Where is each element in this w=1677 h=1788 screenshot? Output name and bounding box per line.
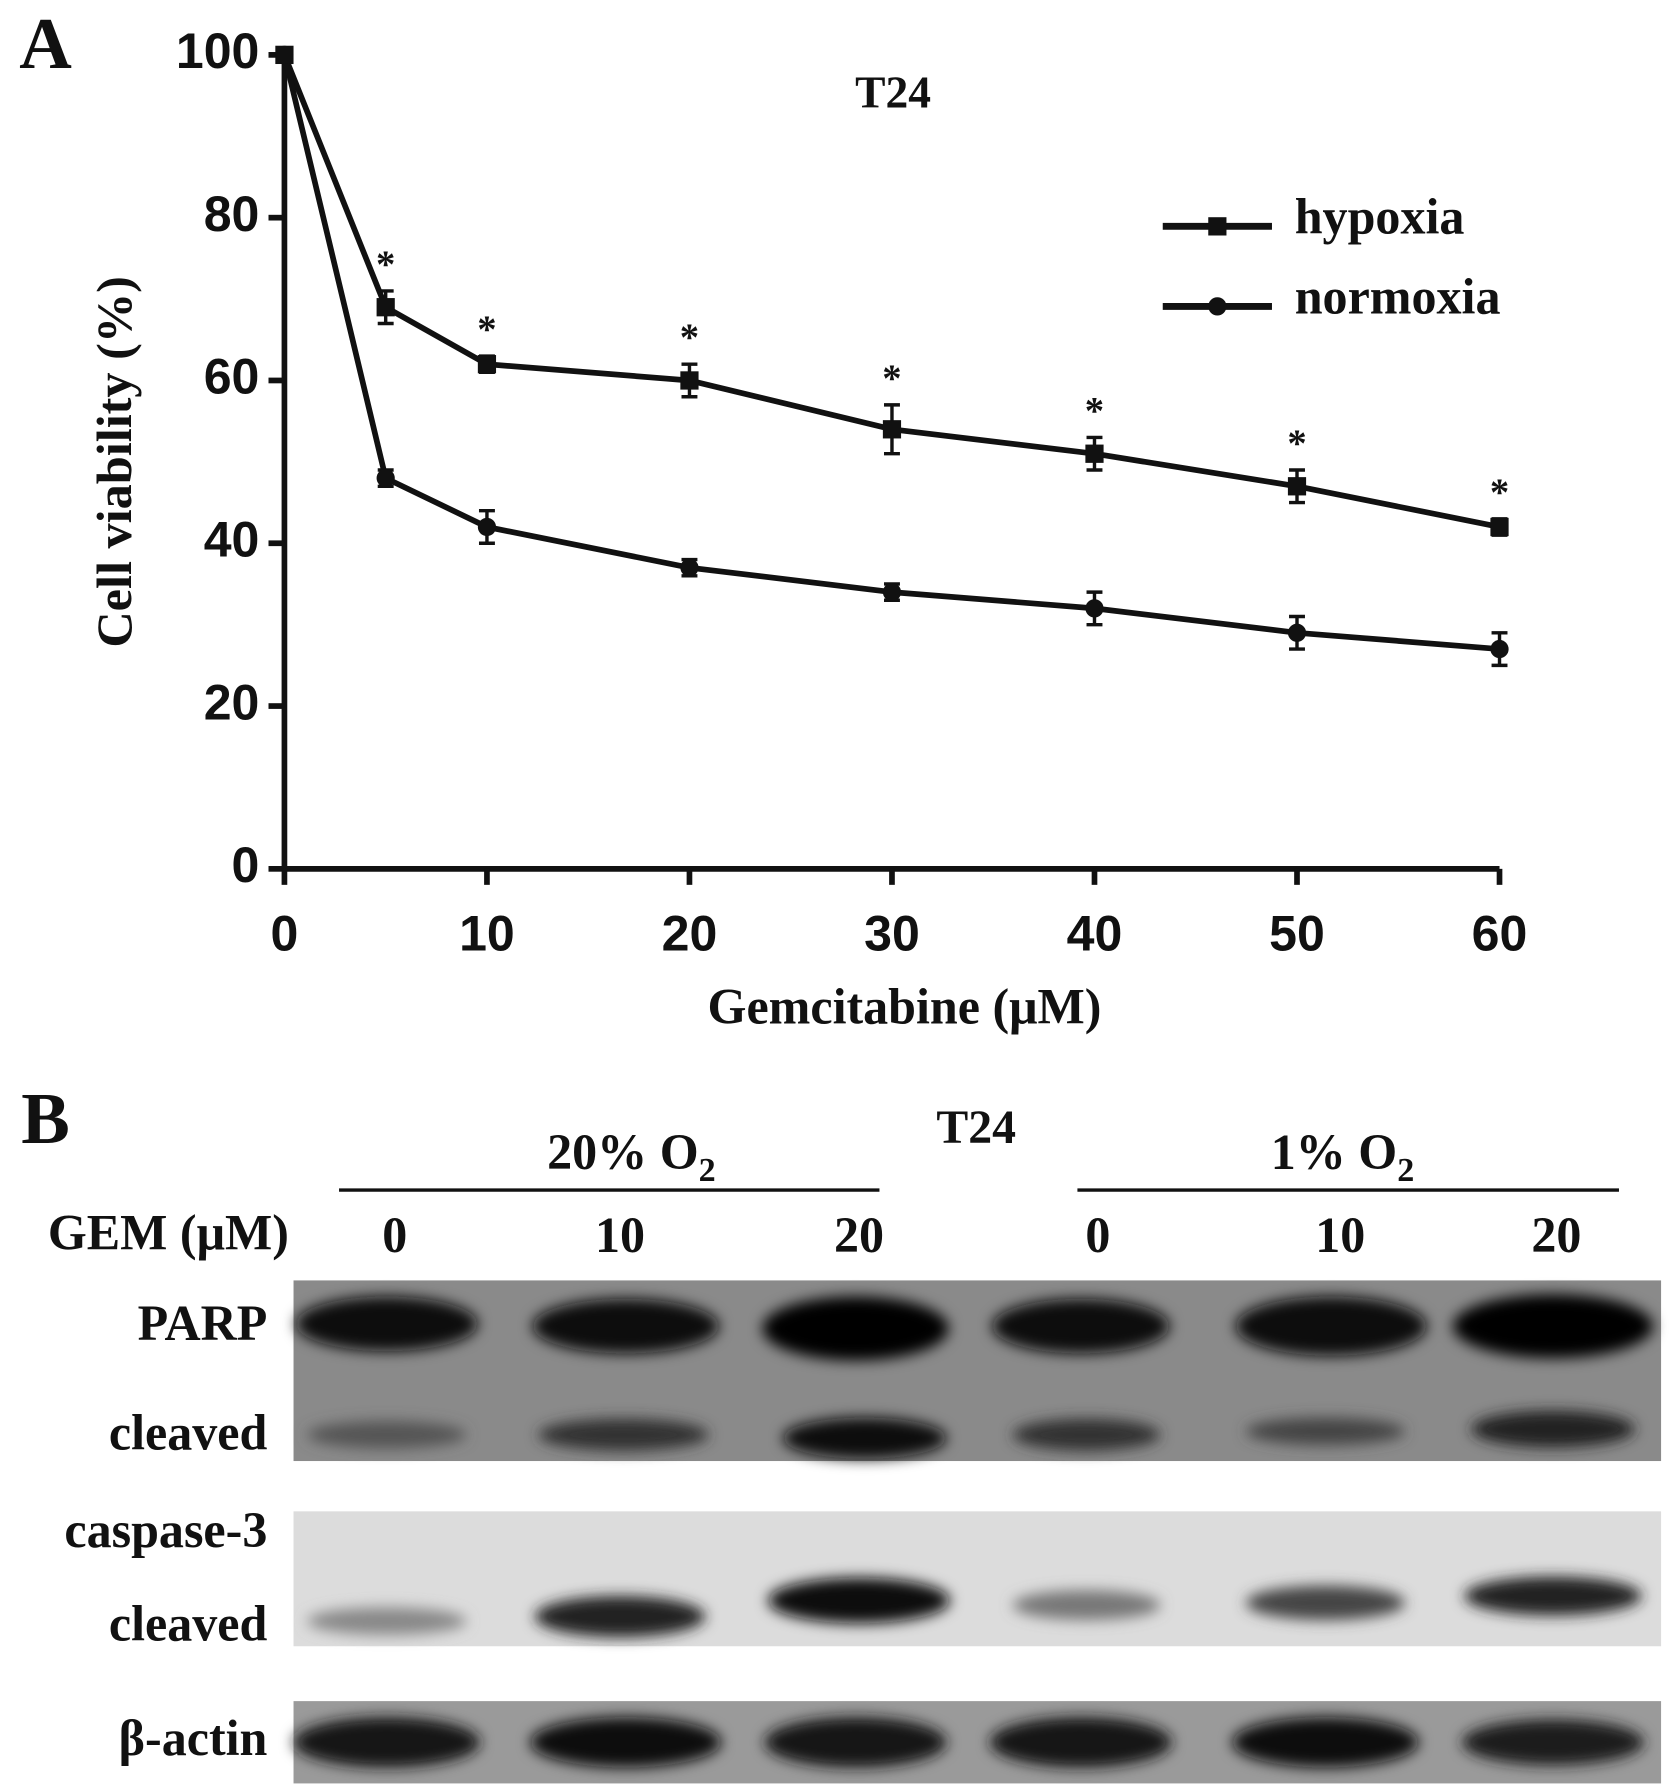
dose-label: GEM (μM) <box>48 1205 289 1261</box>
condition-subscript: 2 <box>1397 1152 1414 1189</box>
x-tick-label: 40 <box>1067 906 1123 962</box>
significance-mark: * <box>477 308 496 351</box>
x-axis-label: Gemcitabine (μM) <box>708 978 1102 1034</box>
data-point <box>1287 477 1307 496</box>
y-tick-label: 20 <box>204 674 260 730</box>
lane-labels: 0 10 20 0 10 20 <box>382 1207 1581 1263</box>
blot-panel <box>293 1511 1662 1647</box>
condition-label: 20% O2 <box>547 1123 716 1188</box>
panel-label: A <box>19 3 72 84</box>
significance-mark: * <box>1490 471 1509 514</box>
data-point <box>1085 599 1104 618</box>
lane-label: 0 <box>1085 1207 1110 1263</box>
chart-title: T24 <box>855 67 931 118</box>
row-label: PARP <box>138 1295 268 1351</box>
x-tick-label: 20 <box>662 906 718 962</box>
row-label: β-actin <box>119 1710 268 1766</box>
data-point <box>680 558 699 577</box>
panel-label: B <box>21 1078 70 1159</box>
blot-panel <box>293 1701 1662 1784</box>
significance-mark: * <box>1085 389 1104 432</box>
legend-marker <box>1208 297 1227 316</box>
data-point <box>1490 639 1509 659</box>
significance-mark: * <box>680 316 699 359</box>
legend-label: hypoxia <box>1295 188 1465 244</box>
series-line <box>281 53 1501 530</box>
data-point <box>376 298 395 317</box>
blot-title: T24 <box>936 1101 1016 1154</box>
data-point <box>477 517 497 537</box>
y-tick-label: 100 <box>176 23 260 79</box>
data-point <box>1287 623 1307 642</box>
data-point <box>1085 444 1104 463</box>
x-tick-label: 0 <box>271 906 299 962</box>
condition-label: 1% O2 <box>1271 1123 1415 1188</box>
condition-text: 1% O <box>1271 1123 1398 1179</box>
legend-label: normoxia <box>1295 268 1501 324</box>
lane-label: 0 <box>382 1207 407 1263</box>
data-point <box>275 45 294 65</box>
x-tick-label: 10 <box>459 906 515 962</box>
data-point <box>882 420 902 439</box>
y-tick-label: 60 <box>204 349 260 405</box>
x-tick-label: 30 <box>864 906 920 962</box>
significance-mark: * <box>882 357 901 400</box>
y-tick-label: 40 <box>204 511 260 567</box>
significance-mark: * <box>376 243 395 286</box>
data-point <box>477 355 497 374</box>
x-tick-label: 60 <box>1472 906 1528 962</box>
row-label: cleaved <box>109 1405 268 1461</box>
row-label: caspase-3 <box>64 1502 267 1558</box>
lane-label: 10 <box>1315 1207 1365 1263</box>
significance-mark: * <box>1287 422 1306 465</box>
y-tick-label: 0 <box>232 837 260 893</box>
data-point <box>1490 517 1509 537</box>
lane-label: 10 <box>595 1207 645 1263</box>
blot-panel <box>293 1280 1662 1462</box>
legend-marker <box>1208 217 1227 236</box>
series-line <box>281 54 1500 652</box>
lane-label: 20 <box>834 1207 884 1263</box>
lane-label: 20 <box>1531 1207 1581 1263</box>
condition-text: 20% O <box>547 1123 699 1179</box>
x-tick-label: 50 <box>1269 906 1325 962</box>
data-point <box>882 582 902 602</box>
row-label: cleaved <box>109 1596 268 1652</box>
condition-subscript: 2 <box>699 1152 716 1189</box>
data-point <box>376 468 395 488</box>
y-axis-label: Cell viability (%) <box>86 276 142 648</box>
blot-bands <box>293 1294 1654 1768</box>
y-tick-label: 80 <box>204 186 260 242</box>
data-point <box>680 371 699 390</box>
